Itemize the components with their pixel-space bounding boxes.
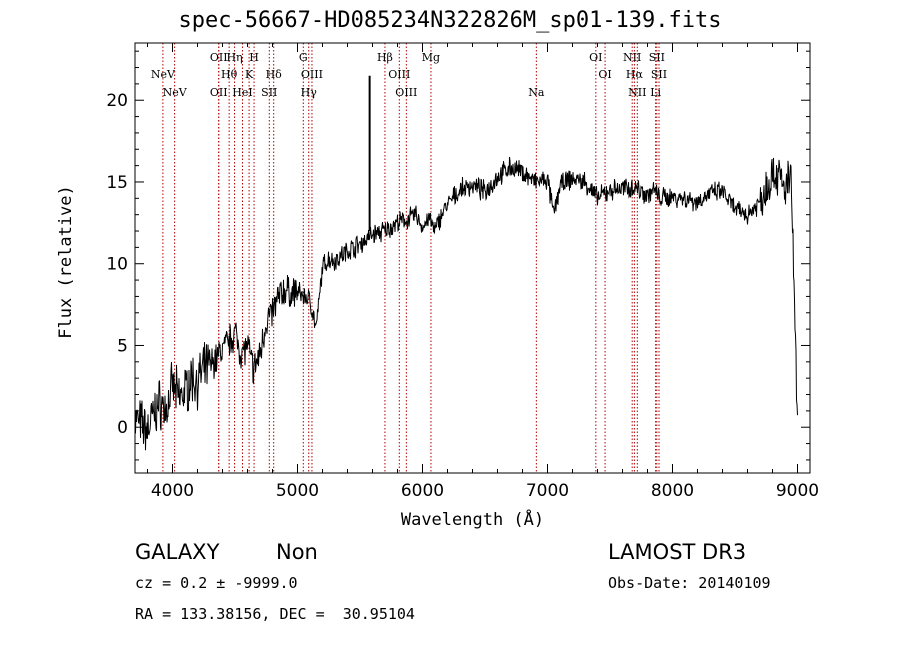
- obs-date-text: Obs-Date: 20140109: [608, 574, 771, 592]
- emission-line-label: H: [249, 51, 259, 64]
- emission-line-label: SII: [651, 68, 667, 81]
- emission-line-label: Hβ: [377, 51, 393, 64]
- emission-line-label: SII: [649, 51, 665, 64]
- emission-line-label: OIII: [395, 86, 417, 99]
- x-tick-label: 7000: [526, 481, 569, 501]
- x-tick-label: 4000: [151, 481, 194, 501]
- object-class: GALAXY: [135, 540, 220, 564]
- x-tick-label: 8000: [651, 481, 694, 501]
- y-axis-label: Flux (relative): [56, 185, 76, 339]
- emission-line-label: OIII: [388, 68, 410, 81]
- emission-line-label: K: [245, 68, 254, 81]
- emission-line-label: OIII: [301, 68, 323, 81]
- emission-line-label: Hγ: [301, 86, 318, 99]
- emission-line-label: NeV: [151, 68, 176, 81]
- spectrum-series: [134, 156, 798, 451]
- plot-frame: [134, 42, 811, 474]
- x-tick-label: 9000: [776, 481, 819, 501]
- axes: 4000 5000 6000 7000 8000 9000 0 5 10 15 20: [106, 42, 819, 501]
- emission-line-label: OII: [210, 51, 228, 64]
- y-tick-label: 20: [106, 91, 128, 111]
- emission-line-label: OI: [589, 51, 602, 64]
- x-tick-label: 5000: [276, 481, 319, 501]
- emission-line-label: G: [299, 51, 308, 64]
- emission-line-label: SII: [261, 86, 277, 99]
- y-tick-label: 5: [117, 336, 128, 356]
- emission-line-label: Li: [650, 86, 661, 99]
- emission-line-label: Hη: [226, 51, 242, 64]
- survey-label: LAMOST DR3: [608, 540, 747, 564]
- emission-line-label: Na: [528, 86, 545, 99]
- y-tick-label: 15: [106, 173, 128, 193]
- emission-line-label: OI: [598, 68, 611, 81]
- emission-line-label: NeV: [163, 86, 188, 99]
- emission-line-markers: [162, 43, 660, 473]
- emission-line-label: Mg: [422, 51, 440, 64]
- emission-line-label: OII: [210, 86, 228, 99]
- emission-line-label: NII: [628, 86, 646, 99]
- x-tick-label: 6000: [401, 481, 444, 501]
- object-subclass: Non: [276, 540, 318, 564]
- emission-line-label: HeI: [232, 86, 252, 99]
- coordinates-text: RA = 133.38156, DEC = 30.95104: [135, 605, 415, 623]
- chart-title: spec-56667-HD085234N322826M_sp01-139.fit…: [178, 8, 722, 33]
- emission-line-label: NII: [623, 51, 641, 64]
- emission-line-label: Hα: [626, 68, 644, 81]
- y-tick-label: 10: [106, 255, 128, 275]
- emission-line-label: Hδ: [266, 68, 283, 81]
- spectrum-line: [134, 156, 798, 451]
- redshift-text: cz = 0.2 ± -9999.0: [135, 574, 298, 592]
- emission-line-labels: NeVNeVOIIOIIHηHθHKHeIHδSIIGOIIIHγHβOIIIO…: [151, 51, 667, 99]
- x-axis-label: Wavelength (Å): [400, 510, 545, 530]
- emission-line-label: Hθ: [221, 68, 238, 81]
- y-tick-label: 0: [117, 418, 128, 438]
